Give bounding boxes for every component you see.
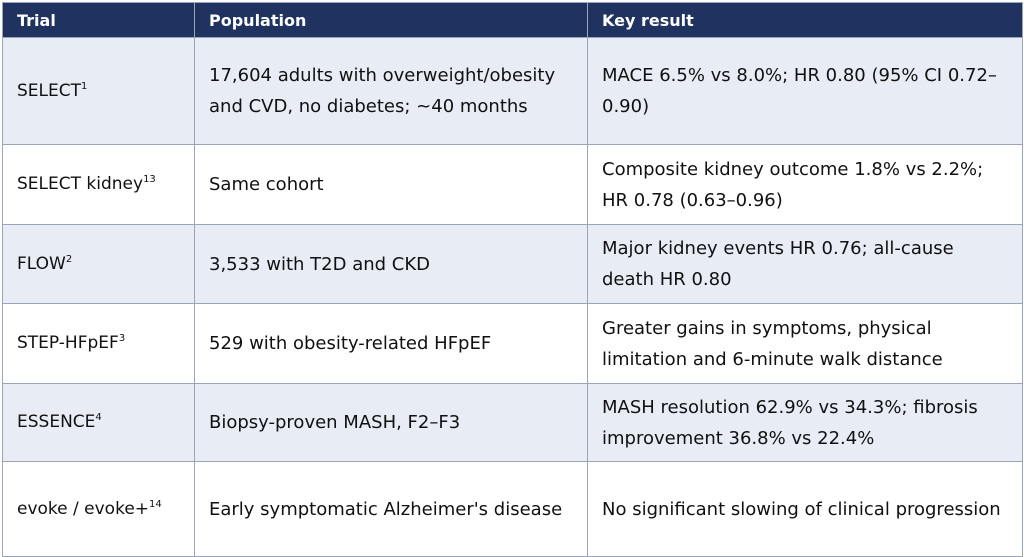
population-cell: Early symptomatic Alzheimer's disease bbox=[194, 461, 588, 557]
trial-name: SELECT bbox=[17, 80, 81, 101]
trial-cell: SELECT1 bbox=[2, 37, 195, 145]
reference-superscript: 2 bbox=[65, 253, 73, 265]
trial-cell: ESSENCE4 bbox=[2, 383, 195, 462]
table-row: SELECT kidney13 Same cohort Composite ki… bbox=[2, 144, 1023, 225]
result-cell: Greater gains in symptoms, physical limi… bbox=[587, 303, 1023, 384]
table-row: SELECT1 17,604 adults with overweight/ob… bbox=[2, 37, 1023, 145]
population-cell: 3,533 with T2D and CKD bbox=[194, 224, 588, 304]
result-cell: No significant slowing of clinical progr… bbox=[587, 461, 1023, 557]
result-cell: MACE 6.5% vs 8.0%; HR 0.80 (95% CI 0.72–… bbox=[587, 37, 1023, 145]
result-cell: Major kidney events HR 0.76; all-cause d… bbox=[587, 224, 1023, 304]
result-cell: Composite kidney outcome 1.8% vs 2.2%; H… bbox=[587, 144, 1023, 225]
population-cell: 17,604 adults with overweight/obesity an… bbox=[194, 37, 588, 145]
column-header-key-result: Key result bbox=[587, 2, 1023, 38]
trial-cell: FLOW2 bbox=[2, 224, 195, 304]
trial-cell: evoke / evoke+14 bbox=[2, 461, 195, 557]
trial-cell: SELECT kidney13 bbox=[2, 144, 195, 225]
table-row: evoke / evoke+14 Early symptomatic Alzhe… bbox=[2, 461, 1023, 557]
trial-name: STEP-HFpEF bbox=[17, 333, 119, 353]
table-row: STEP-HFpEF3 529 with obesity-related HFp… bbox=[2, 303, 1023, 384]
table-row: FLOW2 3,533 with T2D and CKD Major kidne… bbox=[2, 224, 1023, 304]
trial-name: ESSENCE bbox=[17, 412, 96, 432]
reference-superscript: 13 bbox=[143, 174, 156, 185]
population-cell: Same cohort bbox=[194, 144, 588, 225]
population-cell: 529 with obesity-related HFpEF bbox=[194, 303, 588, 384]
column-header-population: Population bbox=[194, 2, 588, 38]
header-row: Trial Population Key result bbox=[2, 2, 1023, 38]
result-cell: MASH resolution 62.9% vs 34.3%; fibrosis… bbox=[587, 383, 1023, 462]
reference-superscript: 4 bbox=[95, 412, 102, 423]
reference-superscript: 1 bbox=[81, 80, 88, 92]
population-cell: Biopsy-proven MASH, F2–F3 bbox=[194, 383, 588, 462]
trial-name: FLOW bbox=[17, 253, 66, 274]
trial-name: evoke / evoke+ bbox=[17, 498, 150, 519]
reference-superscript: 14 bbox=[149, 498, 162, 510]
reference-superscript: 3 bbox=[118, 333, 126, 344]
trial-name: SELECT kidney bbox=[17, 174, 144, 194]
table-row: ESSENCE4 Biopsy-proven MASH, F2–F3 MASH … bbox=[2, 383, 1023, 462]
trial-cell: STEP-HFpEF3 bbox=[2, 303, 195, 384]
column-header-trial: Trial bbox=[2, 2, 195, 38]
